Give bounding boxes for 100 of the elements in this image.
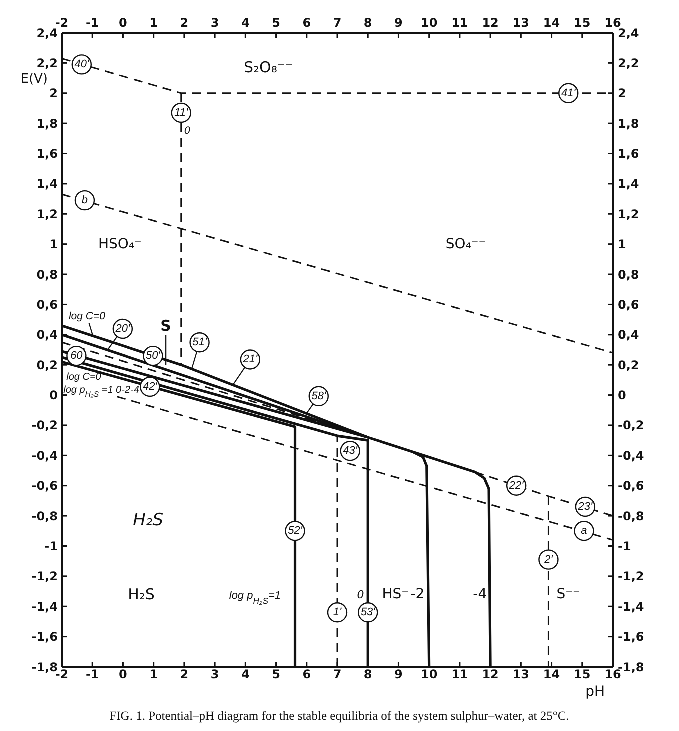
x2-tick-label: 5: [272, 16, 280, 30]
y-tick-label: -1,8: [32, 660, 58, 674]
annotation: 0: [357, 588, 364, 602]
x-tick-label: -1: [86, 668, 100, 682]
x-tick-label: 1: [150, 668, 158, 682]
annotation: S: [160, 317, 172, 336]
annotation: H₂S: [133, 510, 164, 531]
x-tick-label: 5: [272, 668, 280, 682]
x2-tick-label: 4: [241, 16, 250, 30]
y-tick-label: -1,2: [32, 570, 58, 584]
y-tick-label: -0,2: [32, 418, 58, 433]
y2-tick-label: 2,2: [618, 56, 640, 70]
x2-tick-label: 2: [180, 16, 189, 30]
x2-tick-label: 14: [543, 16, 560, 30]
annotation: b: [82, 194, 88, 207]
y2-tick-label: -1,6: [618, 630, 644, 644]
annotation: log p$_{H₂S}$=1: [229, 590, 281, 606]
annotation: a: [581, 525, 588, 538]
y-tick-label: -1,4: [32, 600, 58, 614]
y2-tick-label: 0,4: [618, 328, 640, 342]
annotation: 41': [561, 87, 577, 100]
annotation: log p$_{H₂S}$ =1 0-2-4: [64, 384, 140, 400]
x-tick-label: 8: [364, 668, 372, 682]
annotation: 2': [544, 554, 554, 566]
annotation: 60: [70, 350, 84, 362]
x-tick-label: 7: [333, 668, 342, 682]
x2-tick-label: 9: [394, 16, 403, 30]
x-axis-title: pH: [586, 684, 605, 700]
y2-tick-label: 1,8: [618, 116, 640, 131]
x2-tick-label: -1: [86, 16, 100, 30]
annotation: S₂O₈⁻⁻: [244, 58, 294, 77]
x-tick-label: 3: [210, 668, 220, 682]
annotation: 43': [343, 445, 358, 458]
x-tick-label: 14: [543, 668, 560, 682]
y-tick-label: 2,4: [36, 26, 58, 40]
x2-tick-label: 13: [512, 16, 530, 30]
y2-tick-label: -0,4: [618, 448, 644, 463]
x2-tick-label: 11: [452, 16, 468, 30]
annotation: -4: [473, 586, 488, 603]
annotation: 40': [74, 58, 90, 71]
y-tick-label: 2: [50, 86, 58, 101]
x2-tick-label: 12: [482, 16, 499, 30]
y-tick-label: 0,6: [36, 298, 58, 312]
x2-tick-label: 7: [333, 16, 342, 30]
annotation: log C=0: [68, 310, 106, 322]
annotation: 53': [360, 606, 376, 619]
y-tick-label: -0,8: [32, 509, 58, 524]
x-tick-label: 15: [574, 668, 591, 682]
x-tick-label: 4: [241, 668, 250, 682]
x-tick-label: 0: [119, 668, 128, 682]
annotation: 1': [333, 606, 343, 619]
annotation: 22': [508, 480, 525, 492]
annotation: 52': [288, 525, 304, 538]
annotation: 21': [242, 354, 258, 366]
y-tick-label: 1,2: [36, 207, 58, 222]
y2-tick-label: -1,4: [618, 600, 644, 614]
y2-tick-label: 2: [618, 86, 626, 101]
annotation: log C=0: [66, 372, 102, 383]
y-tick-label: -1: [44, 540, 58, 554]
annotation: HSO₄⁻: [98, 236, 142, 252]
x-tick-label: 9: [394, 668, 403, 682]
y2-tick-label: 0,6: [618, 298, 640, 312]
y2-tick-label: -0,8: [618, 509, 644, 524]
x-tick-label: 2: [180, 668, 189, 682]
y2-tick-label: -0,2: [618, 418, 644, 433]
annotation: 58': [312, 390, 327, 402]
y-tick-label: -0,4: [32, 448, 58, 463]
x-tick-label: 10: [420, 668, 438, 682]
x2-tick-label: 6: [302, 16, 312, 30]
y2-tick-label: 1,2: [618, 207, 640, 222]
x-tick-label: 11: [452, 668, 468, 682]
annotation: 51': [192, 336, 208, 349]
y-tick-label: -0,6: [32, 479, 58, 494]
annotation: SO₄⁻⁻: [446, 236, 486, 252]
x2-tick-label: 15: [574, 16, 591, 30]
x-tick-label: 16: [604, 668, 622, 682]
x-tick-label: 6: [302, 668, 312, 682]
x2-tick-label: -2: [55, 16, 69, 30]
annotation: 11': [174, 107, 190, 120]
y2-tick-label: 0,2: [618, 358, 640, 372]
annotation: 42': [142, 380, 158, 393]
annotation: S⁻⁻: [556, 586, 580, 603]
x2-tick-label: 1: [150, 16, 158, 30]
y-tick-label: 0,2: [36, 358, 58, 372]
annotation: 23': [577, 500, 594, 513]
x2-tick-label: 0: [119, 16, 128, 30]
y-tick-label: 1,4: [36, 177, 58, 192]
y-axis-title: E(V): [20, 72, 48, 86]
annotation: 50': [146, 350, 162, 362]
y-tick-label: 0,4: [36, 328, 58, 342]
y-tick-label: 1,8: [36, 116, 58, 131]
x2-tick-label: 8: [364, 16, 372, 30]
y2-tick-label: 1,4: [618, 177, 640, 192]
y2-tick-label: 1,6: [618, 147, 640, 162]
annotation: 20': [114, 323, 131, 335]
annotation: H₂S: [128, 586, 155, 604]
y-tick-label: 1: [50, 238, 58, 252]
annotation: HS⁻: [382, 586, 410, 603]
annotation: 0: [184, 126, 191, 137]
y-tick-label: 2,2: [36, 56, 58, 70]
